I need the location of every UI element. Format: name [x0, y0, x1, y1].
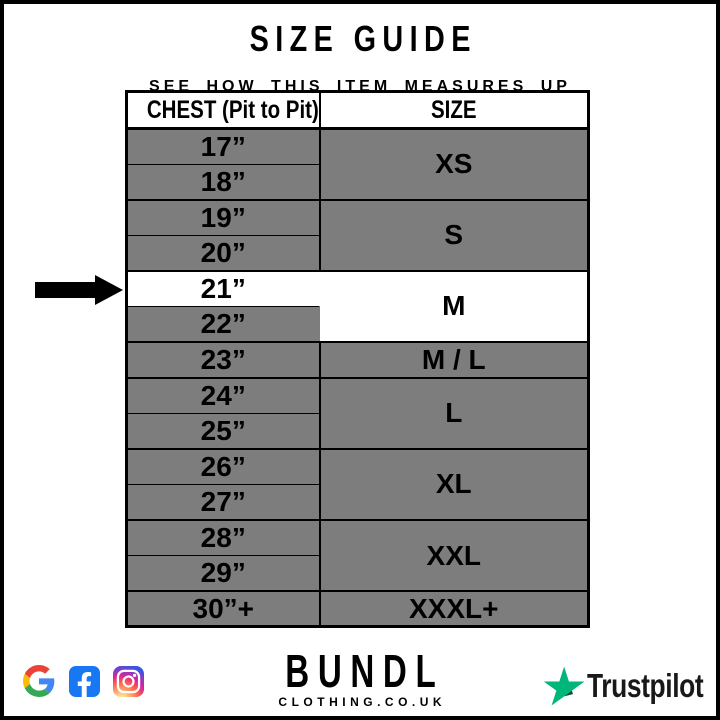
chest-cell: 23”	[125, 341, 321, 379]
table-row: 28” XXL	[125, 519, 590, 593]
table-row: 24” L	[125, 376, 590, 450]
table-header-row: CHEST (Pit to Pit) SIZE	[125, 90, 590, 130]
chest-cell: 17”	[125, 127, 321, 165]
table-row: 25”	[125, 412, 589, 450]
table-row: 17” XS	[125, 127, 590, 201]
brand-domain: CLOTHING.CO.UK	[278, 695, 447, 709]
instagram-icon[interactable]	[113, 665, 144, 697]
size-cell: M / L	[318, 341, 590, 379]
chest-cell: 29”	[125, 555, 321, 593]
table-row: 29”	[125, 555, 589, 593]
size-column-header: SIZE	[318, 90, 590, 130]
size-cell: L	[318, 376, 590, 450]
chest-cell: 18”	[125, 163, 321, 201]
table-row: 18”	[125, 163, 589, 201]
chest-cell: 24”	[125, 376, 321, 414]
table-row: 20”	[125, 234, 589, 272]
chest-cell-highlighted: 21”	[125, 269, 320, 307]
size-cell: S	[318, 198, 590, 272]
chest-cell: 28”	[125, 519, 321, 557]
chest-cell: 22”	[125, 305, 320, 344]
chest-cell: 19”	[125, 198, 321, 236]
selection-arrow-icon	[35, 282, 96, 298]
size-guide-table: CHEST (Pit to Pit) SIZE 17” XS 18” 19” S…	[125, 90, 590, 629]
trustpilot-star-icon	[543, 666, 585, 706]
brand-logo: BUNDL CLOTHING.CO.UK	[4, 648, 716, 709]
chest-cell: 30”+	[125, 590, 321, 628]
social-icons-row	[23, 665, 144, 697]
page-title: SIZE GUIDE	[249, 18, 477, 59]
table-row: 22”	[125, 305, 589, 344]
table-row: 23” M / L	[125, 341, 590, 379]
table-row: 26” XL	[125, 447, 590, 522]
chest-cell: 20”	[125, 234, 321, 272]
selection-arrow-head-icon	[95, 275, 123, 305]
table-row: 19” S	[125, 198, 590, 272]
facebook-icon[interactable]	[68, 665, 100, 697]
size-cell: XL	[318, 447, 590, 522]
table-row-highlighted: 21” M	[125, 269, 590, 344]
chest-column-header: CHEST (Pit to Pit)	[125, 90, 321, 130]
size-cell: XXXL+	[318, 590, 590, 628]
size-cell-highlighted: M	[319, 269, 590, 344]
trustpilot-logo[interactable]: Trustpilot	[543, 666, 720, 706]
brand-name: BUNDL	[284, 645, 444, 697]
chest-cell: 27”	[125, 483, 321, 522]
size-cell: XS	[318, 127, 590, 201]
google-icon[interactable]	[23, 665, 55, 697]
chest-cell: 25”	[125, 412, 321, 450]
table-row: 27”	[125, 483, 589, 522]
chest-cell: 26”	[125, 447, 321, 485]
table-row: 30”+ XXXL+	[125, 590, 590, 628]
trustpilot-label: Trustpilot	[587, 667, 704, 704]
size-cell: XXL	[318, 519, 590, 593]
